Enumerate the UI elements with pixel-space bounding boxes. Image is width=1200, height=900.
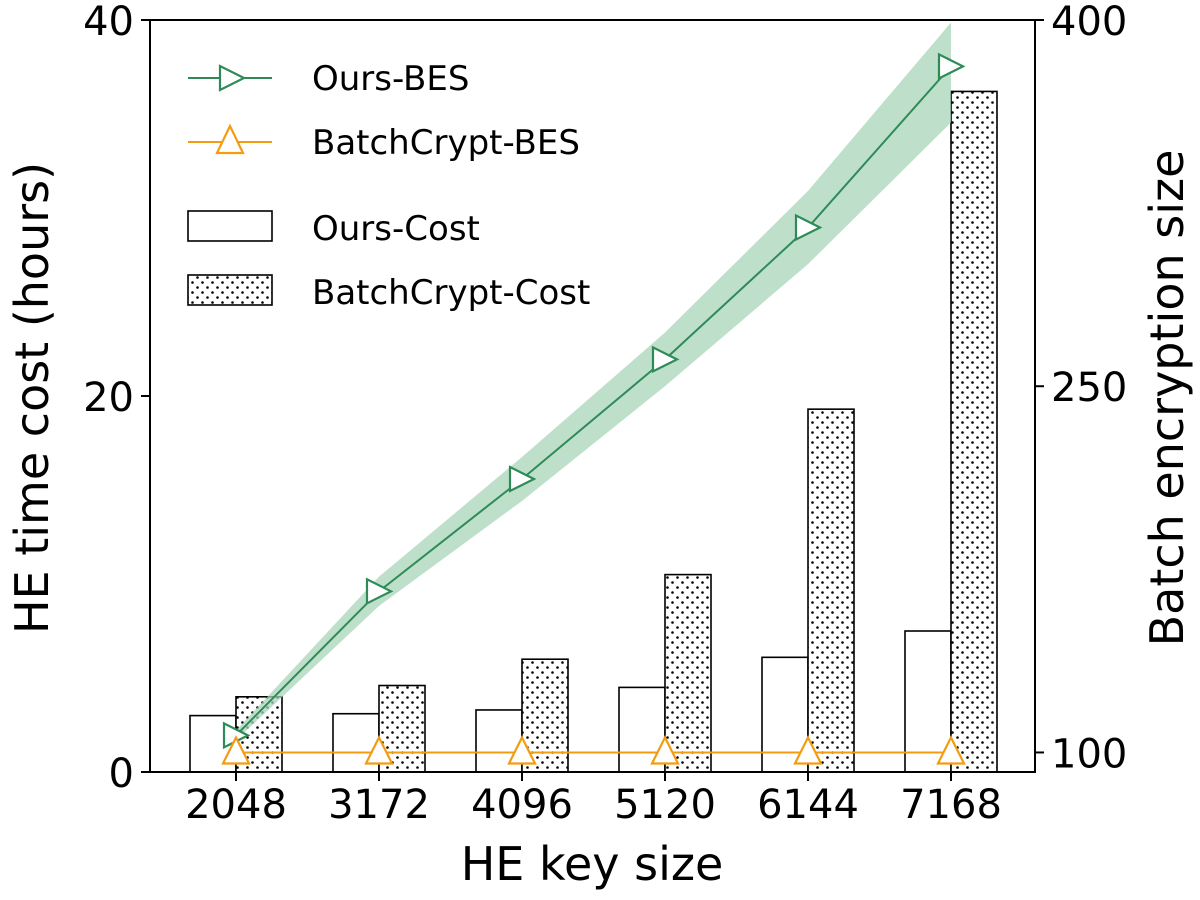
band-ours-bes: [236, 22, 951, 741]
marker-batchcrypt-bes-6144: [793, 735, 823, 765]
x-tick-label-7168: 7168: [900, 782, 1002, 828]
y-left-tick-label-20: 20: [83, 375, 134, 421]
marker-ours-bes-7168: [937, 52, 966, 81]
legend-label-ours-cost: Ours-Cost: [312, 209, 480, 249]
y-right-tick-label-250: 250: [1051, 365, 1127, 411]
legend-item-batchcrypt-bes: BatchCrypt-BES: [188, 123, 580, 163]
marker-batchcrypt-bes-7168: [936, 735, 966, 765]
marker-ours-bes-5120: [651, 345, 680, 374]
legend-label-ours-bes: Ours-BES: [312, 59, 469, 99]
marker-ours-bes-6144: [794, 213, 823, 242]
x-tick-label-4096: 4096: [471, 782, 573, 828]
bar-batchcrypt-cost-7168: [950, 90, 998, 773]
y-axis-right-title: Batch encryption size: [1140, 150, 1194, 647]
bar-batchcrypt-cost-5120: [664, 573, 712, 773]
marker-ours-bes-4096: [508, 465, 537, 493]
x-tick-label-2048: 2048: [185, 782, 287, 828]
legend-label-batchcrypt-cost: BatchCrypt-Cost: [312, 273, 590, 313]
y-right-tick-label-100: 100: [1051, 731, 1127, 777]
legend-item-batchcrypt-cost: BatchCrypt-Cost: [187, 273, 590, 313]
marker-batchcrypt-bes-3172: [364, 735, 394, 765]
y-left-tick-label-0: 0: [109, 751, 134, 797]
legend-label-batchcrypt-bes: BatchCrypt-BES: [312, 123, 580, 163]
lines-layer: [221, 22, 966, 765]
marker-batchcrypt-bes-4096: [507, 735, 537, 765]
bar-batchcrypt-cost-6144: [807, 408, 855, 773]
x-tick-label-3172: 3172: [328, 782, 430, 828]
legend-item-ours-cost: Ours-Cost: [187, 209, 480, 249]
marker-batchcrypt-bes-2048: [221, 735, 251, 765]
axes-layer: 2048 3172 4096 5120 6144 7168 0 20 40 100 250 400: [83, 0, 1127, 828]
bars-layer: [189, 90, 998, 773]
y-left-tick-label-40: 40: [83, 0, 134, 45]
x-tick-label-5120: 5120: [614, 782, 716, 828]
line-ours-bes: [235, 65, 952, 737]
marker-batchcrypt-bes-5120: [650, 735, 680, 765]
x-tick-label-6144: 6144: [757, 782, 859, 828]
y-axis-left-title: HE time cost (hours): [5, 162, 59, 634]
legend: Ours-BES BatchCrypt-BES Ours-Cost BatchC…: [187, 59, 590, 313]
x-axis-title: HE key size: [461, 837, 724, 891]
bar-ours-cost-7168: [904, 630, 952, 773]
legend-item-ours-bes: Ours-BES: [188, 59, 469, 99]
marker-ours-bes-3172: [365, 577, 394, 606]
y-right-tick-label-400: 400: [1051, 0, 1127, 45]
